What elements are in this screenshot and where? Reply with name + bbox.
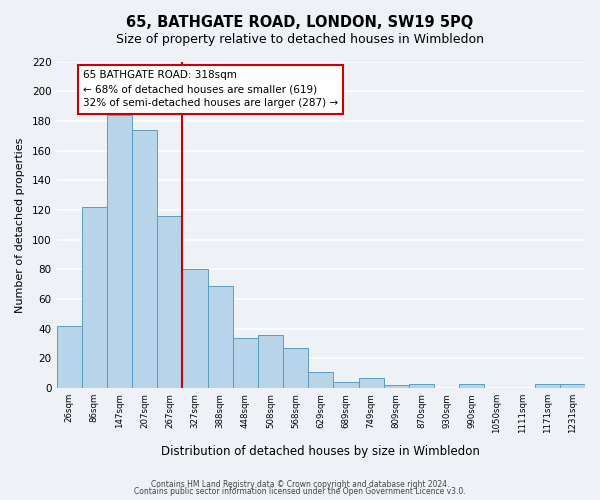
Text: Contains HM Land Registry data © Crown copyright and database right 2024.: Contains HM Land Registry data © Crown c…: [151, 480, 449, 489]
Bar: [157, 216, 182, 388]
Bar: [233, 338, 258, 388]
Text: Contains public sector information licensed under the Open Government Licence v3: Contains public sector information licen…: [134, 488, 466, 496]
Bar: [359, 378, 383, 388]
Text: 65 BATHGATE ROAD: 318sqm
← 68% of detached houses are smaller (619)
32% of semi-: 65 BATHGATE ROAD: 318sqm ← 68% of detach…: [83, 70, 338, 108]
X-axis label: Distribution of detached houses by size in Wimbledon: Distribution of detached houses by size …: [161, 444, 480, 458]
Bar: [182, 270, 208, 388]
Bar: [383, 385, 409, 388]
Bar: [258, 334, 283, 388]
Bar: [334, 382, 359, 388]
Bar: [208, 286, 233, 388]
Bar: [308, 372, 334, 388]
Bar: [56, 326, 82, 388]
Bar: [560, 384, 585, 388]
Text: Size of property relative to detached houses in Wimbledon: Size of property relative to detached ho…: [116, 32, 484, 46]
Text: 65, BATHGATE ROAD, LONDON, SW19 5PQ: 65, BATHGATE ROAD, LONDON, SW19 5PQ: [127, 15, 473, 30]
Y-axis label: Number of detached properties: Number of detached properties: [15, 137, 25, 312]
Bar: [535, 384, 560, 388]
Bar: [82, 207, 107, 388]
Bar: [132, 130, 157, 388]
Bar: [459, 384, 484, 388]
Bar: [409, 384, 434, 388]
Bar: [107, 115, 132, 388]
Bar: [283, 348, 308, 388]
